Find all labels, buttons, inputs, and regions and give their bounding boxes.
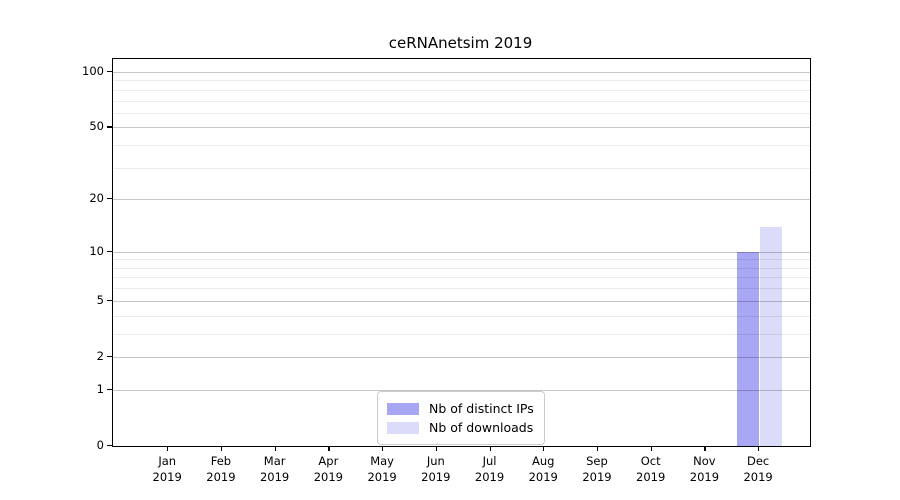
x-tick-label: Sep 2019 bbox=[565, 453, 629, 485]
x-tick-mark bbox=[220, 446, 223, 451]
x-tick-label-line: 2019 bbox=[421, 470, 451, 484]
x-tick-label-line: 2019 bbox=[582, 470, 612, 484]
y-tick-mark bbox=[107, 445, 112, 447]
x-tick-mark bbox=[382, 446, 384, 451]
x-tick-label-line: Dec bbox=[746, 454, 770, 468]
x-tick-label: Jan 2019 bbox=[135, 453, 199, 485]
x-tick-label-line: 2019 bbox=[206, 470, 236, 484]
x-tick-label-line: 2019 bbox=[259, 470, 290, 484]
x-tick-mark bbox=[704, 446, 706, 451]
x-tick-label-line: Nov bbox=[693, 454, 716, 468]
y-tick-mark bbox=[107, 250, 112, 252]
legend-item-distinct-ips: Nb of distinct IPs bbox=[387, 399, 534, 418]
gridline-major bbox=[113, 127, 810, 129]
x-tick-label-line: Jun bbox=[426, 454, 445, 468]
x-tick-label: Mar 2019 bbox=[243, 453, 307, 485]
gridline-major bbox=[113, 300, 810, 302]
x-tick-label: Oct 2019 bbox=[619, 453, 683, 485]
x-tick-label-line: 2019 bbox=[367, 470, 397, 484]
y-tick-mark bbox=[107, 355, 112, 358]
gridline-minor bbox=[113, 112, 810, 114]
x-tick-label-line: 2019 bbox=[636, 470, 666, 484]
gridline-major bbox=[113, 356, 810, 358]
gridline-minor bbox=[113, 145, 810, 147]
gridline-minor bbox=[113, 259, 810, 261]
x-tick-mark bbox=[435, 446, 437, 451]
x-tick-label-line: Feb bbox=[210, 454, 232, 468]
x-tick-label-line: Jan bbox=[158, 454, 177, 468]
chart-title: ceRNAnetsim 2019 bbox=[388, 34, 533, 52]
gridline-major bbox=[113, 251, 810, 253]
y-tick-mark bbox=[107, 299, 112, 301]
gridline-minor bbox=[113, 315, 810, 317]
gridline-minor bbox=[113, 288, 810, 290]
x-tick-label-line: Oct bbox=[640, 454, 661, 468]
x-tick-mark bbox=[167, 446, 169, 451]
x-tick-label-line: 2019 bbox=[152, 470, 182, 484]
x-tick-label: Nov 2019 bbox=[672, 453, 736, 485]
x-tick-mark bbox=[328, 446, 330, 451]
y-tick-mark bbox=[107, 126, 112, 128]
x-tick-label: Feb 2019 bbox=[189, 453, 253, 485]
legend-item-downloads: Nb of downloads bbox=[387, 418, 534, 437]
x-tick-label-line: Aug bbox=[532, 454, 555, 468]
gridline-minor bbox=[113, 80, 810, 82]
x-tick-mark bbox=[543, 446, 545, 451]
x-tick-mark bbox=[650, 446, 652, 451]
y-tick-mark bbox=[107, 198, 112, 200]
x-tick-mark bbox=[758, 446, 760, 451]
x-tick-label: Jun 2019 bbox=[404, 453, 468, 485]
x-tick-label-line: May bbox=[370, 454, 394, 468]
x-tick-label: Aug 2019 bbox=[511, 453, 575, 485]
gridline-minor bbox=[113, 267, 810, 269]
legend-label-downloads: Nb of downloads bbox=[429, 420, 534, 435]
gridline-major bbox=[113, 199, 810, 201]
gridline-minor bbox=[113, 89, 810, 91]
x-tick-label-line: Jul bbox=[482, 454, 497, 468]
x-tick-label-line: Mar bbox=[263, 454, 286, 468]
y-tick-label: 50 bbox=[89, 119, 104, 134]
x-tick-label-line: 2019 bbox=[313, 470, 343, 484]
x-tick-label: Dec 2019 bbox=[726, 453, 790, 485]
x-tick-label-line: Apr bbox=[318, 454, 339, 468]
x-tick-label: Apr 2019 bbox=[296, 453, 360, 485]
x-tick-label-line: 2019 bbox=[474, 470, 505, 484]
x-tick-mark bbox=[596, 446, 599, 451]
y-tick-label: 5 bbox=[96, 292, 104, 307]
x-tick-label-line: 2019 bbox=[689, 470, 720, 484]
y-tick-mark bbox=[107, 70, 112, 73]
x-tick-mark bbox=[274, 446, 276, 451]
x-tick-label: Jul 2019 bbox=[458, 453, 522, 485]
gridline-minor bbox=[113, 100, 810, 102]
y-tick-label: 20 bbox=[89, 191, 104, 206]
y-tick-label: 1 bbox=[96, 381, 104, 396]
x-tick-label-line: Sep bbox=[586, 454, 608, 468]
legend-label-distinct-ips: Nb of distinct IPs bbox=[429, 401, 534, 416]
x-tick-label: May 2019 bbox=[350, 453, 414, 485]
gridline-minor bbox=[113, 167, 810, 169]
legend-swatch-downloads bbox=[387, 421, 419, 434]
legend: Nb of distinct IPs Nb of downloads bbox=[377, 391, 545, 445]
y-tick-mark bbox=[107, 388, 112, 390]
bar-dec-2019-downloads bbox=[759, 226, 782, 446]
x-tick-label-line: 2019 bbox=[743, 470, 773, 484]
plot-area bbox=[112, 58, 811, 447]
gridline-major bbox=[113, 389, 810, 391]
x-tick-label-line: 2019 bbox=[528, 470, 558, 484]
x-tick-mark bbox=[489, 446, 491, 451]
gridline-minor bbox=[113, 277, 810, 279]
legend-swatch-distinct-ips bbox=[387, 402, 419, 415]
y-tick-label: 2 bbox=[96, 348, 104, 363]
gridline-major bbox=[113, 71, 810, 73]
y-tick-label: 100 bbox=[82, 63, 104, 78]
gridline-minor bbox=[113, 333, 810, 335]
bar-dec-2019-distinct-ips bbox=[736, 251, 759, 446]
y-tick-label: 0 bbox=[96, 438, 104, 452]
y-tick-label: 10 bbox=[89, 243, 104, 258]
